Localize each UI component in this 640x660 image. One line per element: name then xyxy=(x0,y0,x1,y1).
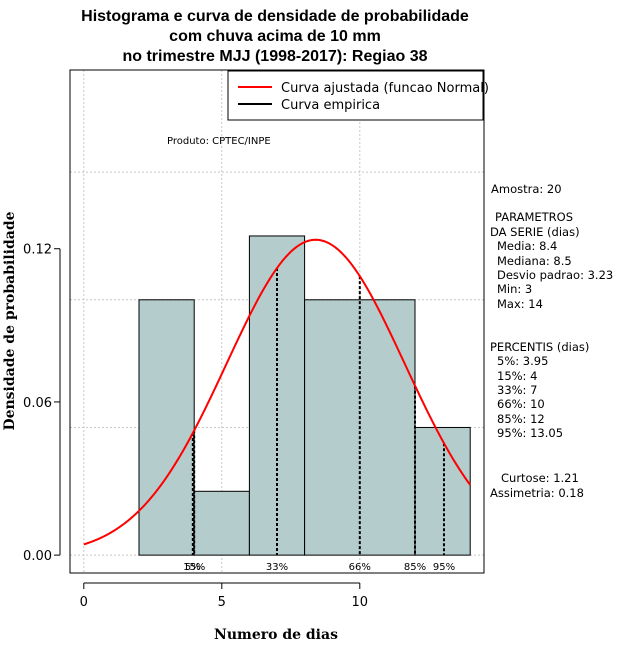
stat-params-title-2: DA SERIE (dias) xyxy=(490,225,580,239)
stat-assimetria: Assimetria: 0.18 xyxy=(490,486,584,500)
legend-label-empirical: Curva empirica xyxy=(281,98,380,113)
legend-label-fit: Curva ajustada (funcao Normal) xyxy=(281,81,489,96)
chart-title-line-1: Histograma e curva de densidade de proba… xyxy=(81,8,469,25)
plot-frame xyxy=(69,69,485,574)
histogram-bar-1 xyxy=(193,490,250,556)
x-tick-label-1: 5 xyxy=(218,595,226,610)
stat-p33: 33%: 7 xyxy=(497,383,537,397)
stat-max: Max: 14 xyxy=(497,297,543,311)
chart-title-line-3: no trimestre MJJ (1998-2017): Regiao 38 xyxy=(122,48,427,65)
percentile-label-5: 95% xyxy=(433,562,455,573)
stats-panel: Amostra: 20 PARAMETROS DA SERIE (dias) M… xyxy=(490,182,613,500)
stat-percentis-title: PERCENTIS (dias) xyxy=(490,340,589,354)
y-tick-label-0: 0.00 xyxy=(23,549,52,564)
normal-curve-line xyxy=(83,238,472,546)
percentile-label-1: 15% xyxy=(183,562,205,573)
stat-desvio: Desvio padrao: 3.23 xyxy=(497,268,613,282)
source-note: Produto: CPTEC/INPE xyxy=(167,136,271,147)
legend-box xyxy=(227,70,484,121)
percentile-label-0: 5% xyxy=(185,562,201,573)
percentile-label-2: 33% xyxy=(266,562,288,573)
histogram-bar-4 xyxy=(414,426,471,556)
x-axis: 0 5 10 xyxy=(80,582,369,610)
chart-title-line-2: com chuva acima de 10 mm xyxy=(169,28,381,45)
x-tick-label-0: 0 xyxy=(80,595,88,610)
x-tick-label-2: 10 xyxy=(352,595,369,610)
legend: Curva ajustada (funcao Normal) Curva emp… xyxy=(227,70,489,121)
percentile-label-4: 85% xyxy=(404,562,426,573)
percentile-label-3: 66% xyxy=(349,562,371,573)
stat-min: Min: 3 xyxy=(497,282,532,296)
stat-p66: 66%: 10 xyxy=(497,397,545,411)
y-axis: 0.00 0.06 0.12 xyxy=(23,243,61,564)
y-tick-label-1: 0.06 xyxy=(23,396,52,411)
percentile-lines xyxy=(191,268,445,556)
stat-media: Media: 8.4 xyxy=(497,239,557,253)
y-tick-label-2: 0.12 xyxy=(23,243,52,258)
stat-p85: 85%: 12 xyxy=(497,412,545,426)
stat-p5: 5%: 3.95 xyxy=(497,354,548,368)
stat-p95: 95%: 13.05 xyxy=(497,426,563,440)
stat-mediana: Mediana: 8.5 xyxy=(497,254,572,268)
stat-p15: 15%: 4 xyxy=(497,369,537,383)
x-axis-title: Numero de dias xyxy=(214,627,338,643)
stat-amostra: Amostra: 20 xyxy=(491,182,562,196)
stat-params-title-1: PARAMETROS xyxy=(495,210,573,224)
percentile-labels: 5%15% 33% 66% 85% 95% xyxy=(183,562,455,573)
histogram-bar-0 xyxy=(138,299,195,556)
stat-curtose: Curtose: 1.21 xyxy=(501,471,579,485)
normal-curve xyxy=(83,238,472,546)
y-axis-title: Densidade de probabilidade xyxy=(2,211,18,430)
